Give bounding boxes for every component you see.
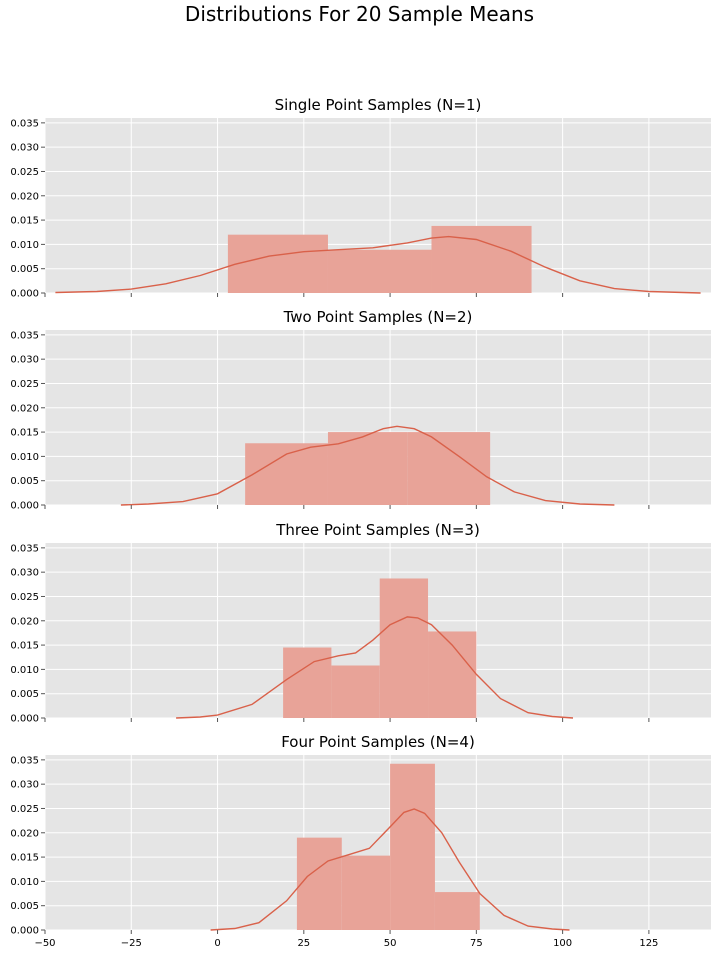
- y-tick-label: 0.000: [10, 926, 39, 937]
- histogram-bar: [296, 837, 342, 930]
- x-tick-label: 50: [384, 938, 397, 949]
- y-tick-label: 0.030: [10, 143, 39, 154]
- y-tick-label: 0.005: [10, 264, 39, 275]
- subplot-4: 0.000 0.005 0.010 0.015 0.020 0.025 0.030 0.035…: [10, 733, 711, 949]
- subplot-title: Single Point Samples (N=1): [275, 96, 482, 114]
- kde-line: [210, 808, 570, 931]
- x-tick-label: 0: [214, 938, 220, 949]
- kde-line: [176, 616, 574, 719]
- x-tick-label: 75: [470, 938, 483, 949]
- y-tick-label: 0.005: [10, 689, 39, 700]
- y-tick-label: 0.010: [10, 240, 39, 251]
- subplot-title: Three Point Samples (N=3): [275, 521, 480, 539]
- y-tick-label: 0.030: [10, 780, 39, 791]
- subplot-title: Two Point Samples (N=2): [283, 308, 473, 326]
- y-tick-label: 0.035: [10, 118, 39, 129]
- y-tick-label: 0.010: [10, 665, 39, 676]
- histogram-bar: [283, 647, 332, 718]
- subplot-2: 0.000 0.005 0.010 0.015 0.020 0.025 0.030 0.035…: [10, 308, 711, 512]
- y-tick-label: 0.025: [10, 379, 39, 390]
- histogram-bar: [327, 432, 408, 505]
- y-tick-label: 0.035: [10, 543, 39, 554]
- y-tick-label: 0.010: [10, 452, 39, 463]
- y-tick-label: 0.030: [10, 355, 39, 366]
- y-tick-label: 0.025: [10, 592, 39, 603]
- kde-line: [120, 425, 615, 506]
- y-tick-label: 0.030: [10, 568, 39, 579]
- y-tick-label: 0.025: [10, 804, 39, 815]
- x-tick-label: −50: [34, 938, 55, 949]
- histogram-bar: [245, 443, 328, 505]
- y-tick-label: 0.000: [10, 289, 39, 300]
- y-tick-label: 0.020: [10, 616, 39, 627]
- y-tick-label: 0.000: [10, 714, 39, 725]
- histogram-bar: [227, 234, 328, 293]
- histogram-bar: [379, 578, 429, 718]
- y-tick-label: 0.035: [10, 330, 39, 341]
- y-tick-label: 0.020: [10, 403, 39, 414]
- figure-title: Distributions For 20 Sample Means: [184, 2, 535, 26]
- y-tick-label: 0.015: [10, 216, 39, 227]
- y-tick-label: 0.020: [10, 191, 39, 202]
- y-tick-label: 0.035: [10, 755, 39, 766]
- y-tick-label: 0.015: [10, 428, 39, 439]
- x-tick-label: 25: [297, 938, 310, 949]
- histogram-bar: [390, 763, 435, 930]
- y-tick-label: 0.025: [10, 167, 39, 178]
- subplot-1: 0.000 0.005 0.010 0.015 0.020 0.025 0.030 0.035…: [10, 96, 711, 300]
- y-tick-label: 0.020: [10, 828, 39, 839]
- y-tick-label: 0.010: [10, 877, 39, 888]
- histogram-bar: [327, 249, 432, 293]
- x-tick-label: −25: [121, 938, 142, 949]
- y-tick-label: 0.015: [10, 853, 39, 864]
- histogram-bar: [431, 225, 532, 293]
- y-tick-label: 0.015: [10, 641, 39, 652]
- histogram-bar: [331, 665, 380, 718]
- x-tick-label: 125: [639, 938, 658, 949]
- subplot-3: 0.000 0.005 0.010 0.015 0.020 0.025 0.030 0.035…: [10, 521, 711, 725]
- histogram-bar: [341, 855, 391, 930]
- histogram-bar: [407, 432, 491, 505]
- y-tick-label: 0.005: [10, 901, 39, 912]
- histogram-bar: [434, 892, 480, 930]
- x-tick-label: 100: [553, 938, 572, 949]
- y-tick-label: 0.000: [10, 501, 39, 512]
- subplot-title: Four Point Samples (N=4): [281, 733, 475, 751]
- kde-line: [55, 235, 701, 294]
- y-tick-label: 0.005: [10, 476, 39, 487]
